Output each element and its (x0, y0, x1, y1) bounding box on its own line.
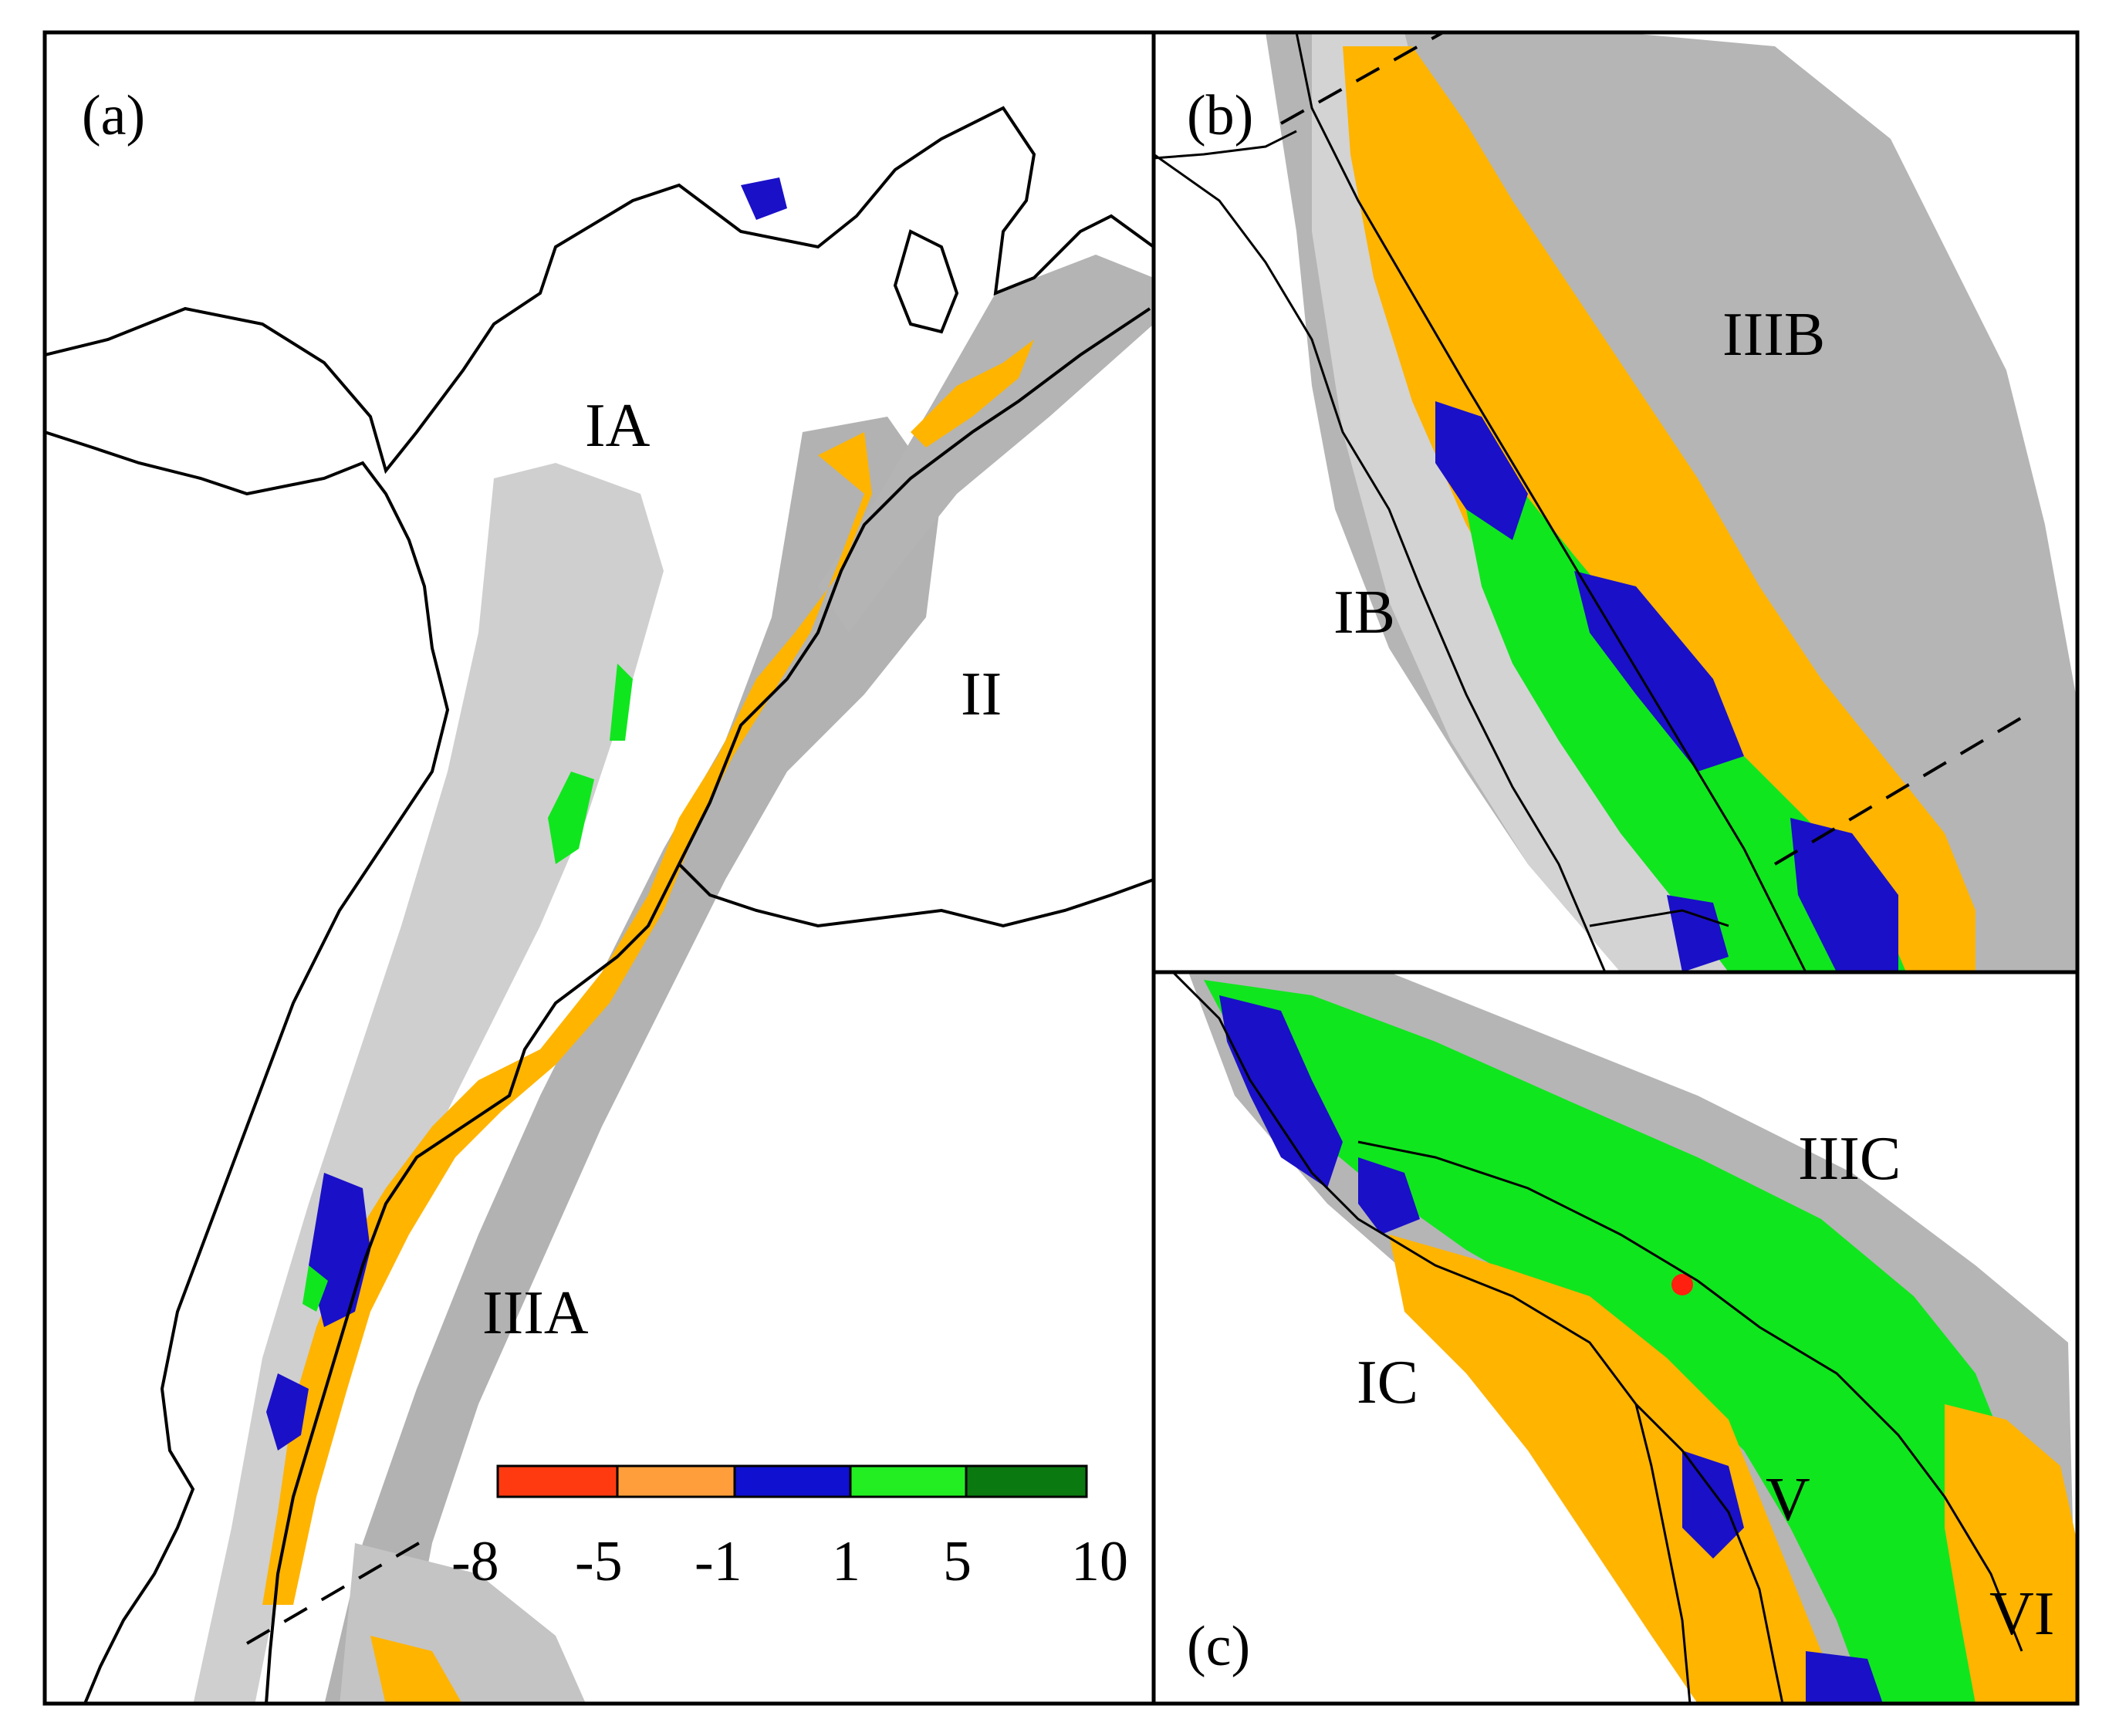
region-label-ii: II (961, 660, 1002, 728)
region-label-vi: VI (1989, 1580, 2054, 1648)
orange-region-c (1389, 1234, 1837, 1704)
border-c-2 (1634, 1403, 1784, 1704)
panel-a: (a) IA II IIIA -8 -5 -1 1 5 10 (42, 30, 1156, 1706)
panel-b: (b) IIIB IB (1151, 30, 2080, 974)
colorbar-segment-5 (965, 1464, 1088, 1498)
blue-patch-c-1 (1219, 995, 1343, 1188)
colorbar-segment-4 (849, 1464, 968, 1498)
patch-blue-2 (266, 1373, 309, 1451)
panel-c-frame (1151, 970, 2080, 1706)
region-label-ia: IA (585, 392, 651, 460)
lake-maracaibo (893, 229, 959, 334)
region-label-ic: IC (1357, 1349, 1418, 1417)
patch-green-1 (610, 664, 633, 741)
blue-patch-b-3 (1790, 818, 1898, 972)
dashed-boundary-b-north (1280, 32, 1444, 125)
orange-band-b (1343, 46, 1975, 972)
colorbar-tick-4: 1 (832, 1530, 860, 1593)
blue-patch-b-1 (1435, 401, 1528, 540)
colorbar: -8 -5 -1 1 5 10 (451, 1464, 1128, 1593)
region-label-iiib: IIIB (1722, 301, 1825, 369)
patch-green-2 (548, 772, 594, 864)
blue-patch-c-4 (1806, 1651, 1883, 1704)
panel-c: (c) IIIC IC V VI (1151, 970, 2080, 1706)
region-label-v: V (1766, 1466, 1810, 1534)
patch-blue-3 (741, 177, 787, 220)
blue-patch-c-3 (1682, 1451, 1744, 1559)
panel-a-tag: (a) (82, 84, 145, 147)
blue-patch-b-4 (1667, 895, 1729, 972)
colorbar-tick-2: -5 (575, 1530, 623, 1593)
blue-patch-b-2 (1574, 571, 1744, 772)
colorbar-tick-1: -8 (451, 1530, 499, 1593)
border-b-south (1589, 909, 1729, 927)
dashed-boundary-b-south (1773, 716, 2023, 866)
cordillera-orange-north (911, 339, 1034, 448)
border-c-1 (1357, 1140, 2023, 1652)
colorbar-segment-2 (616, 1464, 736, 1498)
blue-patch-c-2 (1358, 1157, 1420, 1234)
patch-green-3 (302, 1265, 328, 1312)
border-east (678, 863, 1154, 928)
region-label-ib: IB (1333, 579, 1395, 647)
colorbar-segment-3 (733, 1464, 852, 1498)
region-label-iiic: IIIC (1798, 1125, 1901, 1193)
coast-b (1154, 153, 1607, 972)
region-label-iiia: IIIA (482, 1279, 589, 1347)
border-colombia-venezuela (265, 307, 1151, 1704)
colorbar-tick-6: 10 (1071, 1530, 1128, 1593)
cordillera-orange-main (262, 432, 872, 1605)
panel-b-tag: (b) (1187, 84, 1253, 147)
colorbar-tick-3: -1 (695, 1530, 742, 1593)
red-patch-c (1671, 1274, 1693, 1295)
dashed-boundary-a (245, 1534, 434, 1645)
colorbar-tick-5: 5 (943, 1530, 972, 1593)
terrain-gray-east (818, 255, 1154, 633)
border-b-north (1154, 130, 1297, 160)
terrain-gray-central (324, 417, 941, 1704)
orange-region-c-east (1945, 1404, 2077, 1704)
colorbar-segment-1 (496, 1464, 619, 1498)
coast-c (1171, 972, 1692, 1704)
border-b (1295, 32, 1807, 972)
cordillera-orange-south (370, 1636, 462, 1704)
coastline-a (45, 106, 1154, 475)
panel-c-tag: (c) (1187, 1615, 1250, 1678)
coastline-a-west (45, 431, 450, 1704)
